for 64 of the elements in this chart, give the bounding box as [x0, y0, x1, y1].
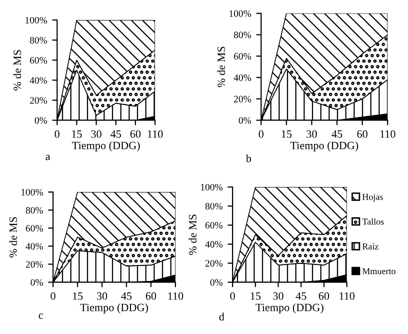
x-tick-label: 15 — [72, 292, 83, 300]
x-tick-label: 30 — [96, 292, 108, 300]
x-tick-label: 15 — [72, 130, 82, 138]
y-axis-title: % de MS — [9, 217, 18, 258]
x-tick-label: 15 — [282, 130, 292, 138]
x-tick-label: 45 — [110, 130, 121, 138]
y-tick-label: 40% — [30, 77, 48, 84]
x-tick-label: 45 — [121, 292, 132, 300]
x-tick-label: 60 — [318, 292, 330, 300]
legend-label: Hojas — [362, 194, 383, 202]
y-tick-label: 100% — [26, 16, 48, 24]
y-tick-label: 40% — [234, 74, 252, 81]
y-tick-label: 60% — [205, 222, 223, 229]
legend-label: Raíz — [362, 243, 378, 250]
y-tick-label: 100% — [201, 184, 223, 191]
x-tick-label: 110 — [148, 130, 163, 138]
y-tick-label: 80% — [205, 202, 223, 210]
x-tick-label: 45 — [296, 292, 306, 300]
y-tick-label: 80% — [26, 206, 43, 214]
y-axis-title: % de MS — [13, 50, 22, 90]
x-tick-label: 110 — [380, 130, 396, 138]
text: a — [46, 154, 50, 160]
y-axis-title: % de MS — [217, 46, 226, 88]
x-tick-label: 0 — [54, 130, 60, 138]
y-tick-label: 100% — [21, 188, 43, 196]
x-tick-label: 0 — [50, 292, 56, 300]
y-tick-label: 80% — [234, 32, 252, 38]
x-axis-title: Tiempo (DDG) — [80, 303, 148, 314]
text: b — [246, 154, 252, 162]
legend-label: Mmuerto — [362, 268, 396, 274]
y-tick-label: 40% — [26, 243, 43, 250]
x-tick-label: 60 — [146, 292, 156, 300]
y-tick-label: 80% — [30, 36, 48, 44]
x-tick-label: 0 — [258, 130, 264, 138]
x-tick-label: 110 — [168, 292, 184, 300]
text: d — [219, 312, 224, 321]
x-tick-label: 45 — [332, 130, 342, 138]
y-tick-label: 20% — [30, 97, 48, 104]
x-tick-label: 30 — [273, 292, 284, 300]
x-tick-label: 110 — [340, 292, 354, 300]
text: c — [38, 314, 43, 319]
y-tick-label: 0% — [34, 117, 48, 124]
y-tick-label: 40% — [205, 241, 223, 248]
y-tick-label: 20% — [26, 261, 43, 268]
x-tick-label: 60 — [130, 130, 141, 138]
y-tick-label: 60% — [30, 57, 48, 64]
y-tick-label: 100% — [230, 10, 252, 17]
y-tick-label: 60% — [26, 225, 43, 232]
y-tick-label: 0% — [30, 279, 43, 286]
y-tick-label: 0% — [238, 117, 252, 124]
y-tick-label: 20% — [205, 260, 223, 267]
x-tick-label: 15 — [250, 292, 261, 300]
x-tick-label: 0 — [230, 292, 235, 300]
x-tick-label: 60 — [357, 130, 368, 138]
legend-label: Tallos — [362, 218, 384, 225]
x-tick-label: 30 — [91, 130, 102, 138]
y-axis-title: % de MS — [188, 214, 197, 255]
y-tick-label: 60% — [234, 53, 252, 60]
y-tick-label: 0% — [210, 279, 223, 286]
x-tick-label: 30 — [306, 130, 317, 138]
y-tick-label: 20% — [234, 96, 252, 102]
x-axis-title: Tiempo (DDG) — [72, 141, 140, 152]
x-axis-title: Tiempo (DDG) — [256, 303, 324, 314]
x-axis-title: Tiempo (DDG) — [290, 141, 358, 152]
